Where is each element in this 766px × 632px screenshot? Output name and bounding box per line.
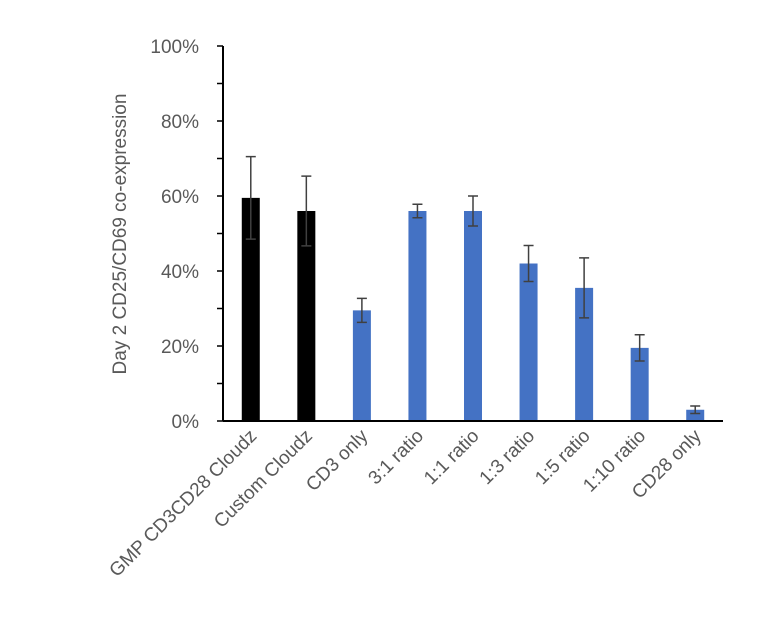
- y-tick-label: 0%: [172, 412, 200, 433]
- bar: [575, 287, 594, 421]
- x-tick-label: CD3 only: [302, 425, 372, 495]
- error-bars: [245, 155, 701, 415]
- bar: [408, 211, 427, 421]
- y-axis-title: Day 2 CD25/CD69 co-expression: [110, 94, 131, 375]
- bar: [686, 409, 705, 421]
- bar: [297, 211, 316, 421]
- bar: [241, 197, 260, 421]
- y-tick-label: 20%: [161, 337, 199, 358]
- y-tick-label: 80%: [161, 112, 199, 133]
- y-tick-label: 40%: [161, 262, 199, 283]
- x-tick-label: 1:1 ratio: [420, 426, 483, 489]
- y-tick-label: 60%: [161, 187, 199, 208]
- y-axis-ticks: 0% 20% 40% 60% 80% 100%: [150, 37, 223, 433]
- bar: [630, 347, 649, 421]
- bars: [241, 197, 705, 421]
- bar: [464, 211, 482, 421]
- x-tick-label: Custom Cloudz: [210, 426, 317, 533]
- bar: [352, 310, 371, 421]
- bar: [519, 263, 538, 421]
- x-tick-label: 3:1 ratio: [365, 426, 428, 489]
- x-tick-label: 1:3 ratio: [476, 426, 539, 489]
- y-tick-label: 100%: [150, 37, 199, 58]
